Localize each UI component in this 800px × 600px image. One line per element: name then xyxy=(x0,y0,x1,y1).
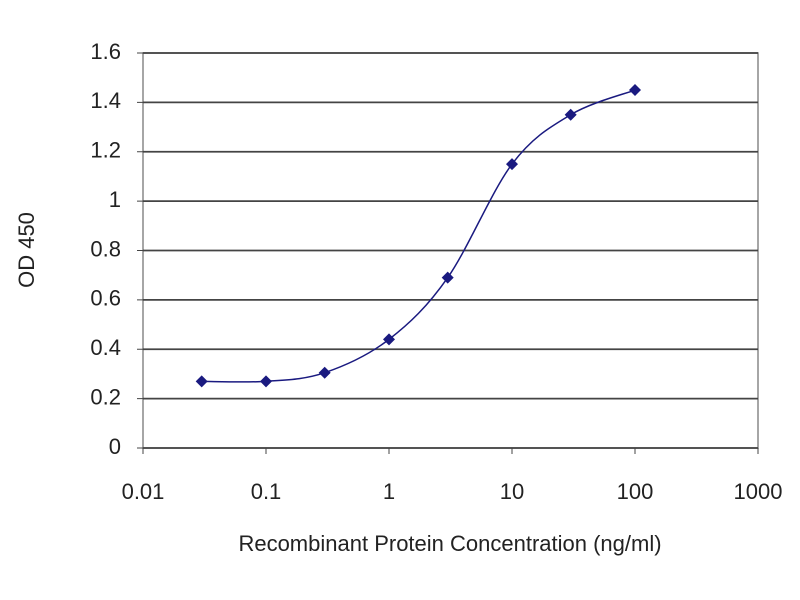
y-tick-label: 1.2 xyxy=(90,138,121,163)
y-tick-label: 0.8 xyxy=(90,236,121,261)
y-axis-label: OD 450 xyxy=(14,212,39,288)
x-tick-label: 10 xyxy=(500,479,524,504)
x-tick-label: 0.1 xyxy=(251,479,282,504)
y-tick-label: 1.4 xyxy=(90,88,121,113)
y-tick-label: 0.2 xyxy=(90,384,121,409)
data-point xyxy=(441,271,454,284)
data-point xyxy=(260,375,272,388)
data-point xyxy=(564,108,577,121)
y-tick-label: 1.6 xyxy=(90,39,121,64)
y-tick-label: 1 xyxy=(109,187,121,212)
x-tick-label: 1 xyxy=(383,479,395,504)
x-tick-label: 100 xyxy=(617,479,654,504)
data-point xyxy=(629,84,641,97)
x-axis-label: Recombinant Protein Concentration (ng/ml… xyxy=(238,531,661,556)
data-point xyxy=(506,158,518,171)
x-tick-label: 0.01 xyxy=(122,479,165,504)
data-point xyxy=(383,333,395,346)
y-tick-label: 0.4 xyxy=(90,335,121,360)
data-point xyxy=(318,366,331,379)
data-point xyxy=(195,375,208,388)
y-tick-label: 0.6 xyxy=(90,286,121,311)
x-tick-label: 1000 xyxy=(734,479,783,504)
series-line xyxy=(201,89,636,383)
y-tick-label: 0 xyxy=(109,434,121,459)
